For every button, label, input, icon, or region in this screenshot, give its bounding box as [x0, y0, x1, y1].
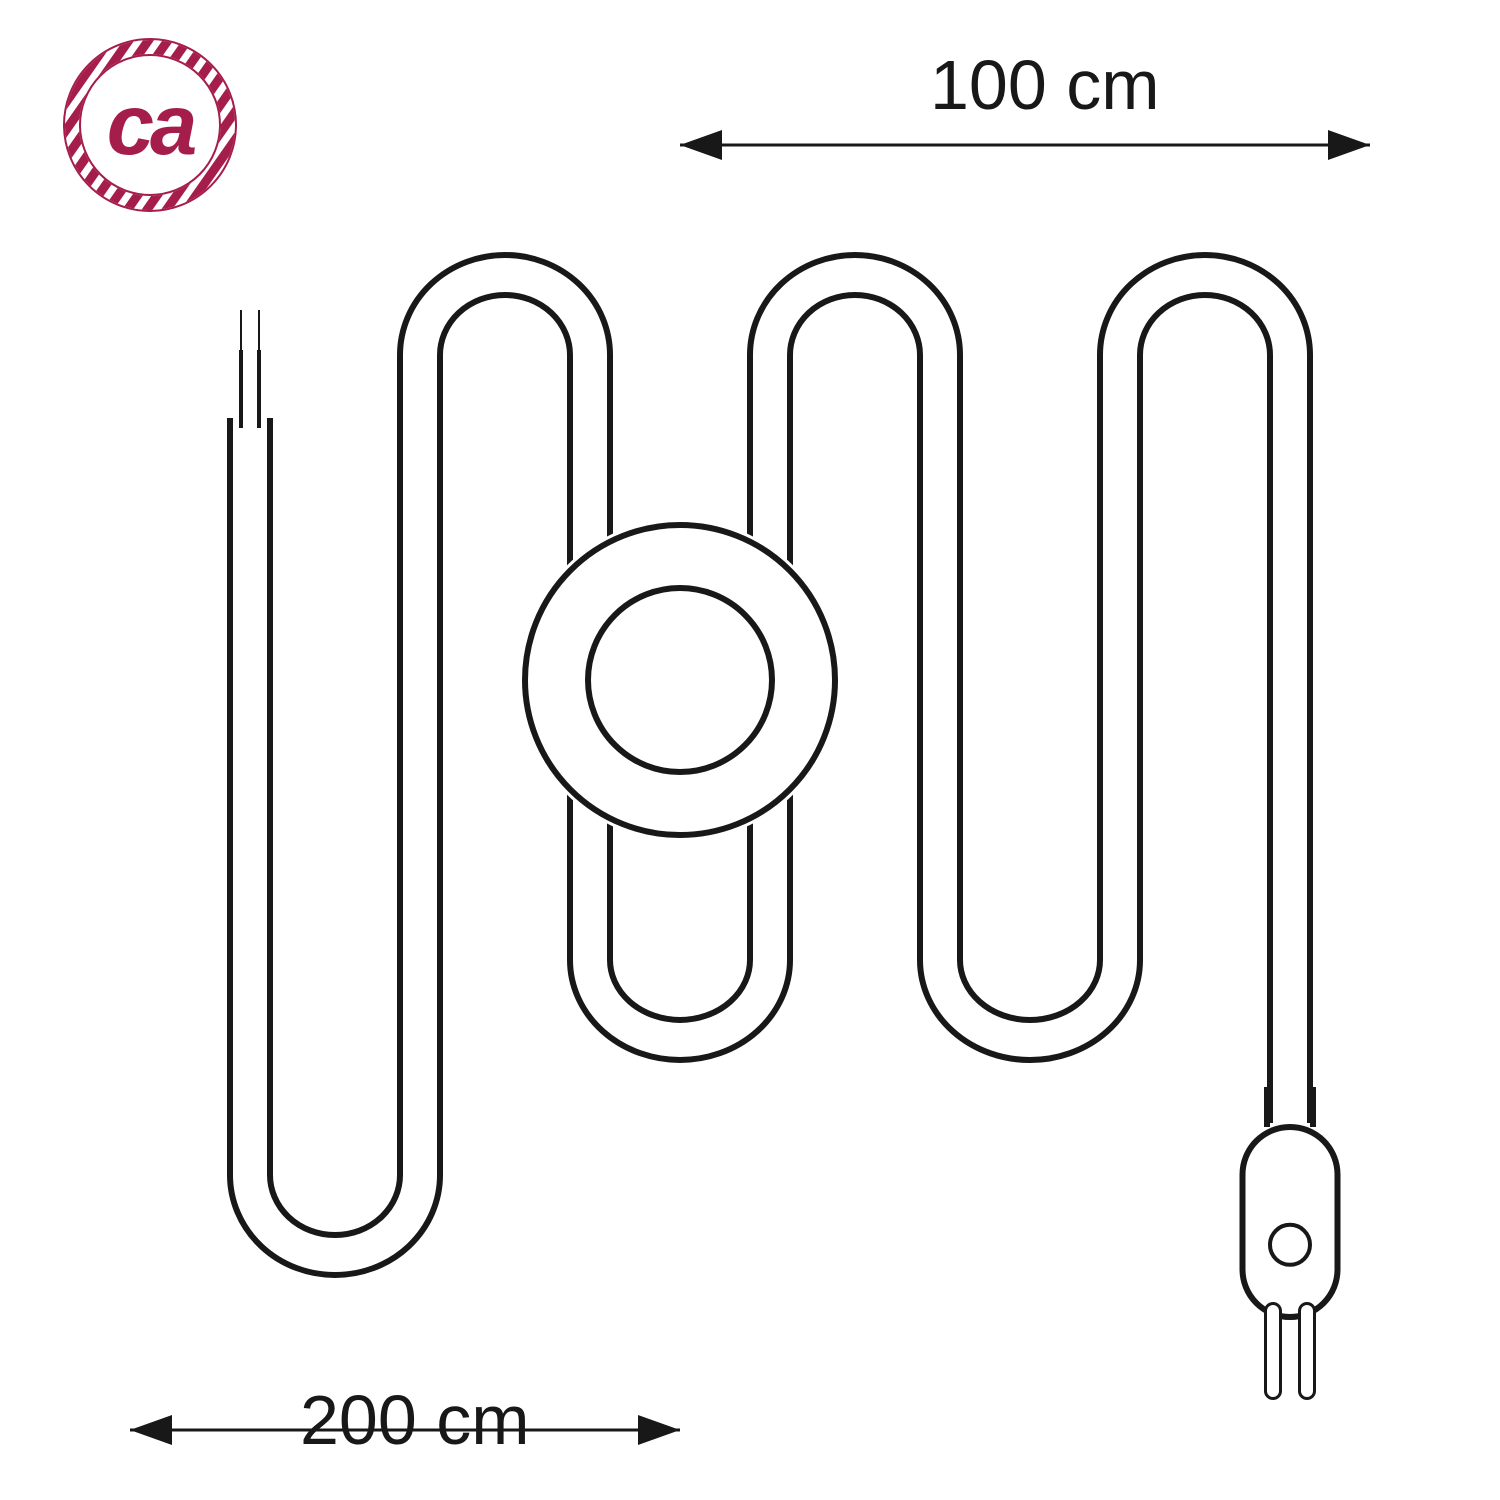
technical-drawing: [0, 0, 1500, 1500]
diagram-canvas: ca 100 cm 200 cm: [0, 0, 1500, 1500]
logo-text: ca: [60, 35, 240, 221]
brand-logo: ca: [60, 35, 240, 215]
dimension-label-bottom: 200 cm: [300, 1380, 530, 1460]
dimension-label-top: 100 cm: [930, 45, 1160, 125]
